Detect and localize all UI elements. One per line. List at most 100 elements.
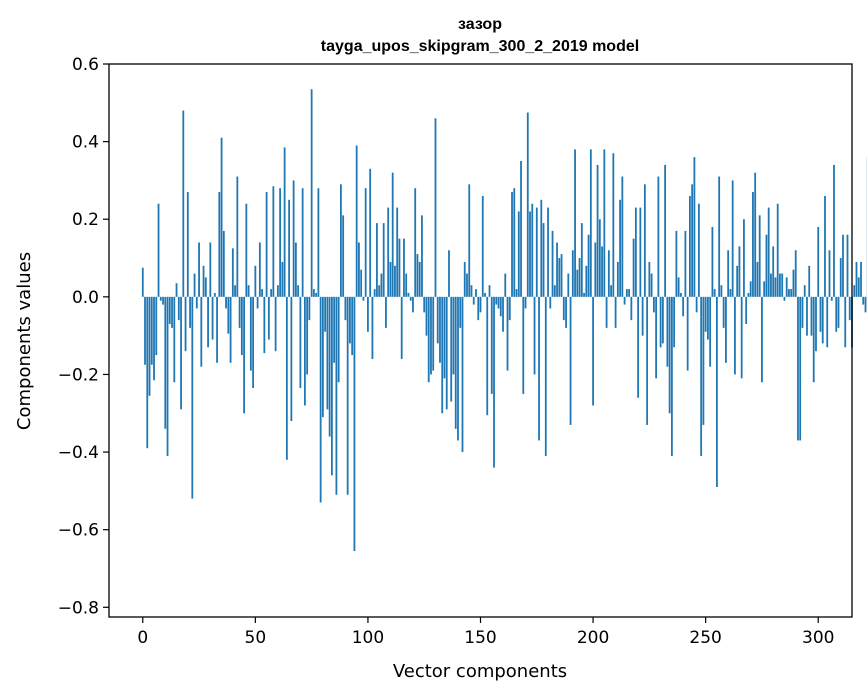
bar <box>833 164 835 297</box>
bar <box>499 296 502 317</box>
bar <box>761 296 763 383</box>
bar <box>466 273 468 297</box>
bar <box>623 296 626 305</box>
bar <box>565 296 567 328</box>
bar <box>141 267 144 297</box>
bar <box>346 296 349 495</box>
bar <box>781 273 784 297</box>
bar <box>639 207 642 297</box>
bar <box>308 296 311 321</box>
bar <box>276 285 279 297</box>
bar <box>488 285 491 297</box>
bar <box>734 296 736 375</box>
y-axis-label: Components values <box>14 252 35 430</box>
bar <box>177 296 180 321</box>
bar <box>290 296 293 422</box>
bar <box>441 296 444 414</box>
bar <box>189 296 191 328</box>
bar <box>648 261 651 297</box>
bar <box>670 296 673 456</box>
bar <box>587 234 590 297</box>
bar <box>362 296 365 301</box>
bar <box>470 285 473 297</box>
bar <box>675 230 678 297</box>
bar <box>448 250 450 297</box>
bar <box>218 192 221 297</box>
bar <box>297 285 300 297</box>
bar <box>394 265 396 297</box>
bar <box>421 215 423 297</box>
bar <box>634 207 637 297</box>
bar <box>747 292 750 297</box>
bar <box>857 277 860 297</box>
bar <box>533 296 536 375</box>
bar <box>592 296 594 406</box>
y-tick-label: −0.8 <box>58 598 99 618</box>
bar <box>333 296 336 363</box>
bar <box>463 261 466 297</box>
bar <box>166 296 169 456</box>
bar <box>416 254 419 297</box>
bar <box>427 296 430 383</box>
bar <box>227 296 230 334</box>
bar <box>576 269 579 297</box>
bar <box>553 285 556 297</box>
bar <box>211 296 214 340</box>
bar <box>340 184 342 297</box>
bar <box>294 242 297 297</box>
bar <box>828 250 831 297</box>
bar <box>801 296 804 328</box>
bar <box>864 296 867 313</box>
bar <box>153 296 155 381</box>
bar <box>236 176 239 297</box>
bar <box>312 289 315 297</box>
bar <box>722 296 725 328</box>
bar <box>243 296 245 414</box>
bar <box>583 292 585 297</box>
bar <box>186 192 189 297</box>
bar <box>418 261 421 297</box>
bar <box>808 265 811 297</box>
bar <box>225 296 227 309</box>
bar <box>848 296 851 321</box>
bar <box>355 145 358 297</box>
bar <box>803 285 806 297</box>
bar <box>396 207 399 297</box>
bar <box>191 296 194 499</box>
bar <box>443 296 446 379</box>
bar <box>844 296 847 348</box>
bar <box>380 273 383 297</box>
bar <box>229 296 232 363</box>
bar <box>254 265 257 297</box>
bar <box>407 292 410 297</box>
bar <box>729 289 732 297</box>
bar <box>324 296 327 332</box>
bar <box>270 289 273 297</box>
bar <box>794 250 797 297</box>
bar <box>682 296 685 317</box>
bar <box>598 219 601 297</box>
bar <box>195 296 198 309</box>
bar <box>511 192 513 297</box>
bar <box>508 296 511 321</box>
bar <box>391 172 394 297</box>
bar <box>240 296 243 356</box>
bar <box>436 296 439 344</box>
bar <box>853 285 856 297</box>
bar <box>200 296 203 367</box>
bar <box>819 296 822 332</box>
bar <box>387 207 390 297</box>
bar <box>522 296 525 394</box>
bar <box>310 89 313 297</box>
bar <box>403 238 405 297</box>
bar <box>184 296 187 352</box>
bar <box>679 292 682 297</box>
bar <box>625 289 628 297</box>
x-axis-label: Vector components <box>393 661 567 682</box>
y-tick-label: −0.4 <box>58 443 99 463</box>
bar <box>569 296 572 425</box>
bar <box>535 207 538 297</box>
bar <box>650 273 653 297</box>
bar <box>245 203 248 297</box>
